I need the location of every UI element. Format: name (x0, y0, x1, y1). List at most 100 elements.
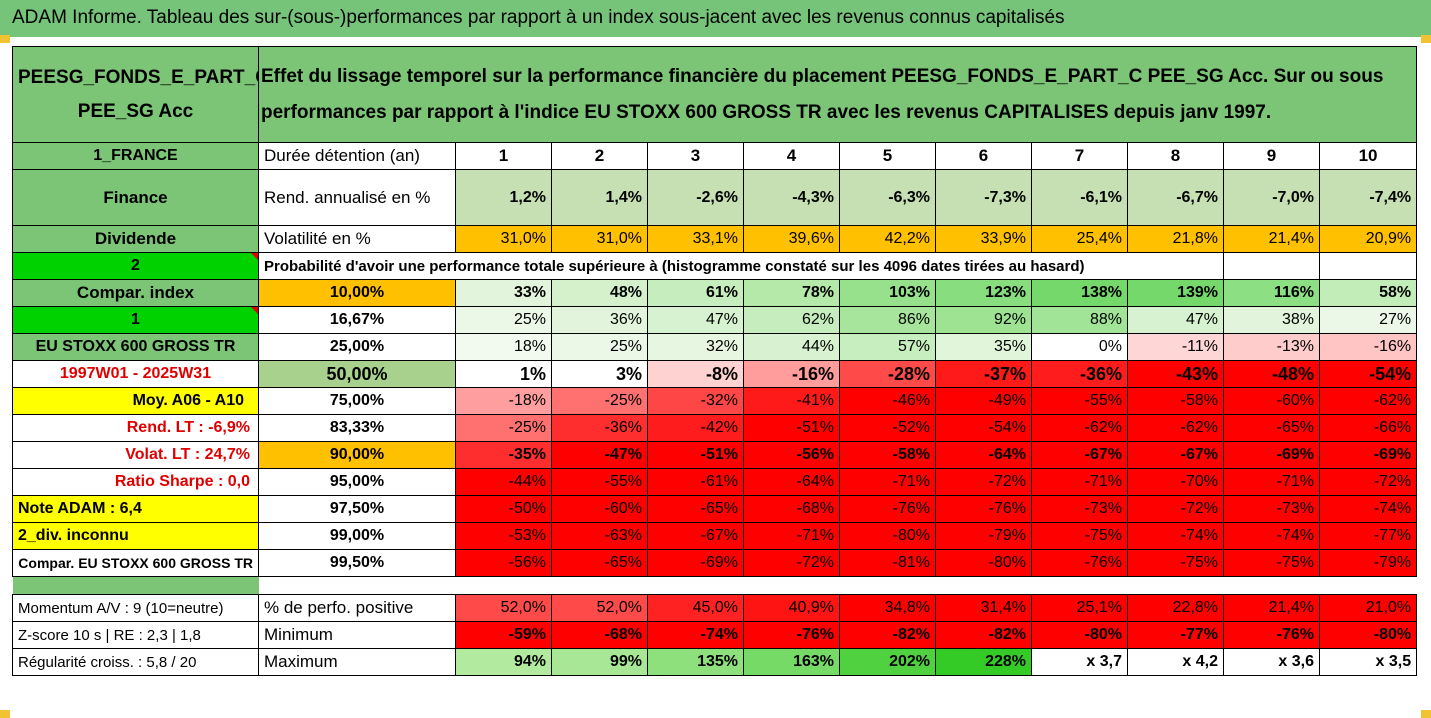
minimum-value: -77% (1127, 621, 1224, 649)
percentile-value: -32% (647, 387, 744, 415)
percentile-value: -16% (743, 360, 840, 388)
maximum-value: 135% (647, 648, 744, 676)
minimum-label: Minimum (258, 621, 456, 649)
percentile-level: 75,00% (258, 387, 456, 415)
maximum-row: Régularité croiss. : 5,8 / 20 Maximum 94% 9… (12, 648, 1418, 676)
percentile-value: 25% (455, 306, 552, 334)
duration-year: 5 (839, 142, 936, 170)
duration-year: 1 (455, 142, 552, 170)
percentile-value: 35% (935, 333, 1032, 361)
percentile-value: 38% (1223, 306, 1320, 334)
maximum-value: 94% (455, 648, 552, 676)
spreadsheet: PEESG_FONDS_E_PART_C PEE_SG Acc Effet du… (12, 46, 1418, 706)
percentile-value: -42% (647, 414, 744, 442)
positive-value: 52,0% (551, 594, 648, 622)
sector-label: Finance (12, 169, 259, 226)
percentile-value: -16% (1318, 333, 1418, 361)
percentile-value: -71% (743, 522, 840, 550)
percentile-value: -46% (839, 387, 936, 415)
percentile-value: -58% (839, 441, 936, 469)
positive-value: 21,0% (1318, 594, 1418, 622)
percentile-value: 27% (1318, 306, 1418, 334)
percentile-row: Volat. LT : 24,7% 90,00% -35% -47% -51% -56% -… (12, 441, 1418, 469)
return-row: Finance Rend. annualisé en % 1,2% 1,4% -2,6%… (12, 169, 1418, 226)
duration-label: Durée détention (an) (258, 142, 456, 170)
percentile-value: -43% (1127, 360, 1224, 388)
spacer-cell (259, 577, 1417, 595)
return-value: -7,4% (1318, 169, 1418, 226)
percentile-value: -36% (551, 414, 648, 442)
percentile-level: 95,00% (258, 468, 456, 496)
volatility-value: 21,8% (1127, 225, 1224, 253)
minimum-value: -80% (1031, 621, 1128, 649)
return-value: -4,3% (743, 169, 840, 226)
percentile-value: -49% (935, 387, 1032, 415)
percentile-value: -74% (1318, 495, 1418, 523)
percentile-value: -73% (1031, 495, 1128, 523)
percentile-value: -75% (1127, 549, 1224, 577)
duration-year: 10 (1318, 142, 1418, 170)
side-info-label: Compar. EU STOXX 600 GROSS TR (12, 549, 259, 577)
fund-name-line1: PEESG_FONDS_E_PART_C (18, 66, 259, 88)
percentile-row: Moy. A06 - A10 75,00% -18% -25% -32% -41% -46%… (12, 387, 1418, 415)
volatility-value: 21,4% (1223, 225, 1320, 253)
dividend-label: Dividende (12, 225, 259, 253)
duration-year: 3 (647, 142, 744, 170)
country-label: 1_FRANCE (12, 142, 259, 170)
fund-name-cell: PEESG_FONDS_E_PART_C PEE_SG Acc (12, 46, 259, 143)
positive-value: 34,8% (839, 594, 936, 622)
percentile-value: -72% (935, 468, 1032, 496)
minimum-value: -68% (551, 621, 648, 649)
percentile-row: 1 16,67% 25% 36% 47% 62% 86% 92% 88% 47% 38% 27% (12, 306, 1418, 334)
percentile-level: 99,00% (258, 522, 456, 550)
fund-name-line2: PEE_SG Acc (77, 100, 194, 122)
minimum-value: -76% (743, 621, 840, 649)
percentile-value: 138% (1031, 279, 1128, 307)
duration-year: 6 (935, 142, 1032, 170)
percentile-value: -80% (935, 549, 1032, 577)
maximum-value: 99% (551, 648, 648, 676)
percentile-value: -56% (455, 549, 552, 577)
percentile-value: -65% (647, 495, 744, 523)
percentile-value: -44% (455, 468, 552, 496)
percentile-value: 47% (647, 306, 744, 334)
percentile-value: -76% (839, 495, 936, 523)
minimum-value: -80% (1318, 621, 1418, 649)
corner-marker (0, 35, 10, 43)
percentile-value: -61% (647, 468, 744, 496)
percentile-value: -76% (1031, 549, 1128, 577)
percentile-value: -28% (839, 360, 936, 388)
percentile-level: 16,67% (258, 306, 456, 334)
percentile-value: 123% (935, 279, 1032, 307)
rank-badge: 2 (12, 252, 259, 280)
percentile-value: 48% (551, 279, 648, 307)
percentile-value: -65% (1223, 414, 1320, 442)
percentile-value: -76% (935, 495, 1032, 523)
percentile-value: -62% (1318, 387, 1418, 415)
percentile-value: -51% (743, 414, 840, 442)
percentile-level: 25,00% (258, 333, 456, 361)
percentile-value: -67% (1127, 441, 1224, 469)
percentile-level: 99,50% (258, 549, 456, 577)
side-info-label: 2_div. inconnu (12, 522, 259, 550)
empty-cell (1318, 252, 1418, 280)
comment-marker-icon (251, 253, 258, 260)
percentile-value: 44% (743, 333, 840, 361)
percentile-value: 103% (839, 279, 936, 307)
percentile-level: 97,50% (258, 495, 456, 523)
return-value: -2,6% (647, 169, 744, 226)
volatility-value: 31,0% (455, 225, 552, 253)
percentile-value: 3% (551, 360, 648, 388)
probability-header-row: 2 Probabilité d'avoir une performance tot… (12, 252, 1418, 280)
return-value: -6,1% (1031, 169, 1128, 226)
performance-table: PEESG_FONDS_E_PART_C PEE_SG Acc Effet du… (12, 46, 1418, 676)
percentile-value: 58% (1318, 279, 1418, 307)
percentile-value: -75% (1223, 549, 1320, 577)
positive-label: % de perfo. positive (258, 594, 456, 622)
empty-cell (1223, 252, 1320, 280)
percentile-value: 1% (455, 360, 552, 388)
side-info-label: Rend. LT : -6,9% (12, 414, 259, 442)
percentile-value: -11% (1127, 333, 1224, 361)
percentile-value: -35% (455, 441, 552, 469)
return-value: -7,3% (935, 169, 1032, 226)
